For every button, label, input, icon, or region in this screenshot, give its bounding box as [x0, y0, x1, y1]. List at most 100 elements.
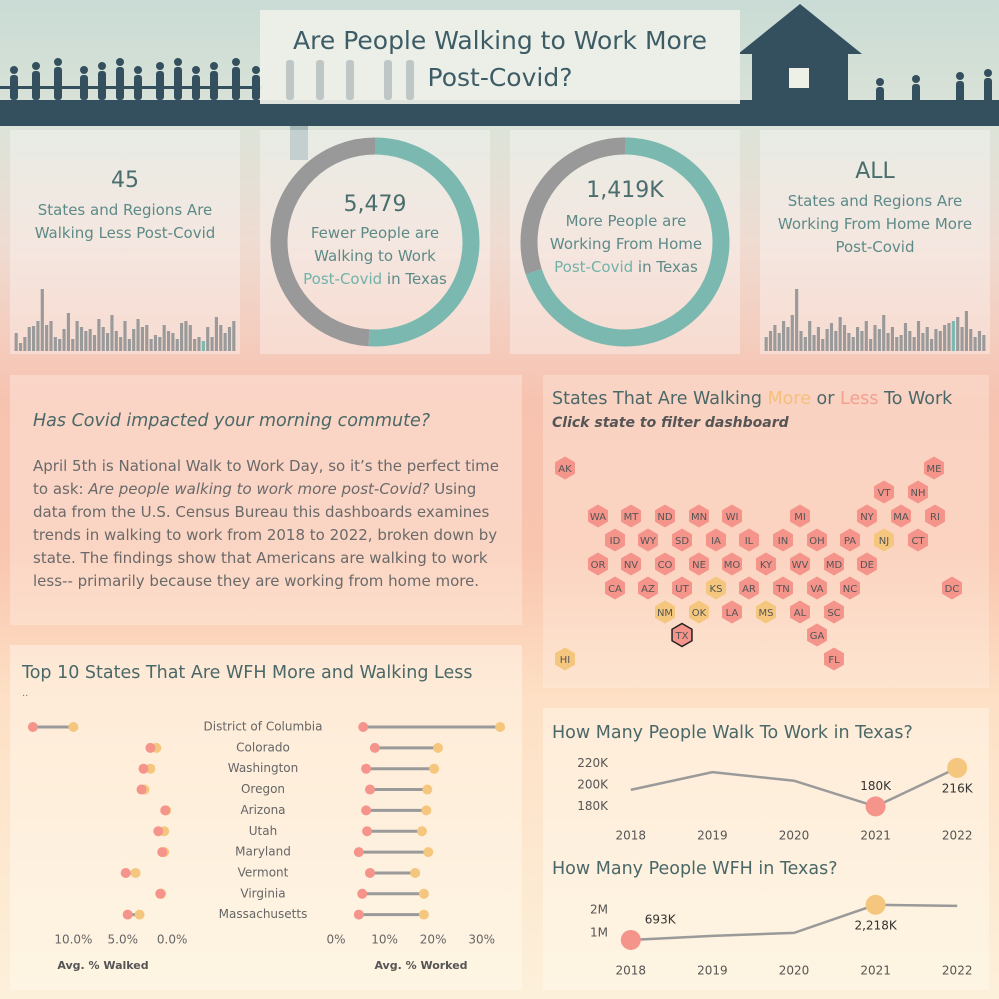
- state-label[interactable]: WA: [590, 512, 606, 523]
- state-label[interactable]: AZ: [641, 584, 655, 595]
- state-label[interactable]: MI: [794, 512, 806, 523]
- state-tile[interactable]: [672, 576, 692, 600]
- state-tile[interactable]: [672, 528, 692, 552]
- state-tile[interactable]: [706, 528, 726, 552]
- state-tile[interactable]: [655, 504, 675, 528]
- state-label[interactable]: KS: [710, 584, 723, 595]
- state-tile[interactable]: [638, 576, 658, 600]
- state-label[interactable]: SD: [675, 536, 689, 547]
- state-tile[interactable]: [756, 600, 776, 624]
- state-tile[interactable]: [605, 576, 625, 600]
- state-tile[interactable]: [790, 552, 810, 576]
- state-label[interactable]: MT: [624, 512, 640, 523]
- state-label[interactable]: OK: [692, 608, 707, 619]
- state-label[interactable]: KY: [760, 560, 773, 571]
- state-tile[interactable]: [555, 456, 575, 480]
- state-tile[interactable]: [925, 504, 945, 528]
- state-tile[interactable]: [874, 528, 894, 552]
- state-tile[interactable]: [722, 504, 742, 528]
- state-label[interactable]: MN: [691, 512, 707, 523]
- state-tile[interactable]: [908, 480, 928, 504]
- state-label[interactable]: VT: [878, 488, 892, 499]
- state-tile[interactable]: [756, 552, 776, 576]
- state-tile[interactable]: [621, 504, 641, 528]
- state-label[interactable]: MA: [893, 512, 909, 523]
- state-label[interactable]: NH: [911, 488, 926, 499]
- state-label[interactable]: NV: [624, 560, 638, 571]
- state-label[interactable]: OH: [809, 536, 824, 547]
- state-label[interactable]: VA: [810, 584, 823, 595]
- state-tile[interactable]: [739, 528, 759, 552]
- state-label[interactable]: RI: [930, 512, 940, 523]
- state-label[interactable]: MO: [724, 560, 741, 571]
- state-tile[interactable]: [790, 600, 810, 624]
- state-tile[interactable]: [807, 623, 827, 647]
- state-tile[interactable]: [638, 528, 658, 552]
- state-tile[interactable]: [722, 600, 742, 624]
- state-label[interactable]: MD: [826, 560, 843, 571]
- state-label[interactable]: CT: [911, 536, 925, 547]
- state-label[interactable]: TX: [675, 631, 689, 642]
- state-tile[interactable]: [891, 504, 911, 528]
- state-label[interactable]: AL: [794, 608, 807, 619]
- state-tile[interactable]: [655, 552, 675, 576]
- state-label[interactable]: FL: [828, 655, 840, 666]
- state-label[interactable]: PA: [844, 536, 856, 547]
- state-label[interactable]: NM: [657, 608, 673, 619]
- state-tile[interactable]: [840, 576, 860, 600]
- state-tile[interactable]: [924, 456, 944, 480]
- state-label[interactable]: CO: [658, 560, 673, 571]
- state-tile[interactable]: [671, 622, 693, 648]
- state-tile[interactable]: [689, 600, 709, 624]
- state-tile[interactable]: [807, 576, 827, 600]
- state-tile[interactable]: [857, 504, 877, 528]
- state-tile[interactable]: [621, 552, 641, 576]
- state-label[interactable]: ME: [927, 464, 942, 475]
- state-label[interactable]: ND: [657, 512, 672, 523]
- state-label[interactable]: ID: [610, 536, 621, 547]
- state-tile[interactable]: [824, 600, 844, 624]
- state-tile[interactable]: [942, 576, 962, 600]
- state-tile[interactable]: [739, 576, 759, 600]
- state-tile[interactable]: [807, 528, 827, 552]
- state-label[interactable]: WV: [792, 560, 809, 571]
- state-tile[interactable]: [773, 528, 793, 552]
- state-tile[interactable]: [588, 552, 608, 576]
- state-tile[interactable]: [908, 528, 928, 552]
- state-tile[interactable]: [605, 528, 625, 552]
- state-label[interactable]: NY: [860, 512, 874, 523]
- state-tile[interactable]: [840, 528, 860, 552]
- state-tile[interactable]: [689, 552, 709, 576]
- state-label[interactable]: SC: [827, 608, 840, 619]
- state-tile[interactable]: [722, 552, 742, 576]
- state-tile[interactable]: [689, 504, 709, 528]
- state-label[interactable]: IA: [711, 536, 721, 547]
- state-tile[interactable]: [706, 576, 726, 600]
- state-label[interactable]: OR: [591, 560, 606, 571]
- state-label[interactable]: HI: [560, 655, 570, 666]
- state-tile[interactable]: [790, 504, 810, 528]
- state-label[interactable]: WY: [640, 536, 657, 547]
- state-tile[interactable]: [588, 504, 608, 528]
- state-label[interactable]: DC: [945, 584, 960, 595]
- state-tile[interactable]: [824, 647, 844, 671]
- state-label[interactable]: TN: [775, 584, 790, 595]
- state-label[interactable]: GA: [810, 631, 825, 642]
- state-label[interactable]: DE: [860, 560, 874, 571]
- state-label[interactable]: NE: [692, 560, 706, 571]
- state-label[interactable]: NJ: [879, 536, 889, 547]
- state-label[interactable]: AR: [742, 584, 756, 595]
- state-label[interactable]: IN: [778, 536, 788, 547]
- state-label[interactable]: NC: [843, 584, 857, 595]
- state-label[interactable]: IL: [745, 536, 754, 547]
- state-tile[interactable]: [555, 647, 575, 671]
- state-label[interactable]: WI: [726, 512, 739, 523]
- state-label[interactable]: UT: [675, 584, 689, 595]
- state-tile[interactable]: [824, 552, 844, 576]
- state-tile[interactable]: [773, 576, 793, 600]
- state-label[interactable]: AK: [558, 464, 572, 475]
- state-label[interactable]: LA: [726, 608, 739, 619]
- state-label[interactable]: MS: [759, 608, 774, 619]
- state-label[interactable]: CA: [608, 584, 622, 595]
- state-tile[interactable]: [857, 552, 877, 576]
